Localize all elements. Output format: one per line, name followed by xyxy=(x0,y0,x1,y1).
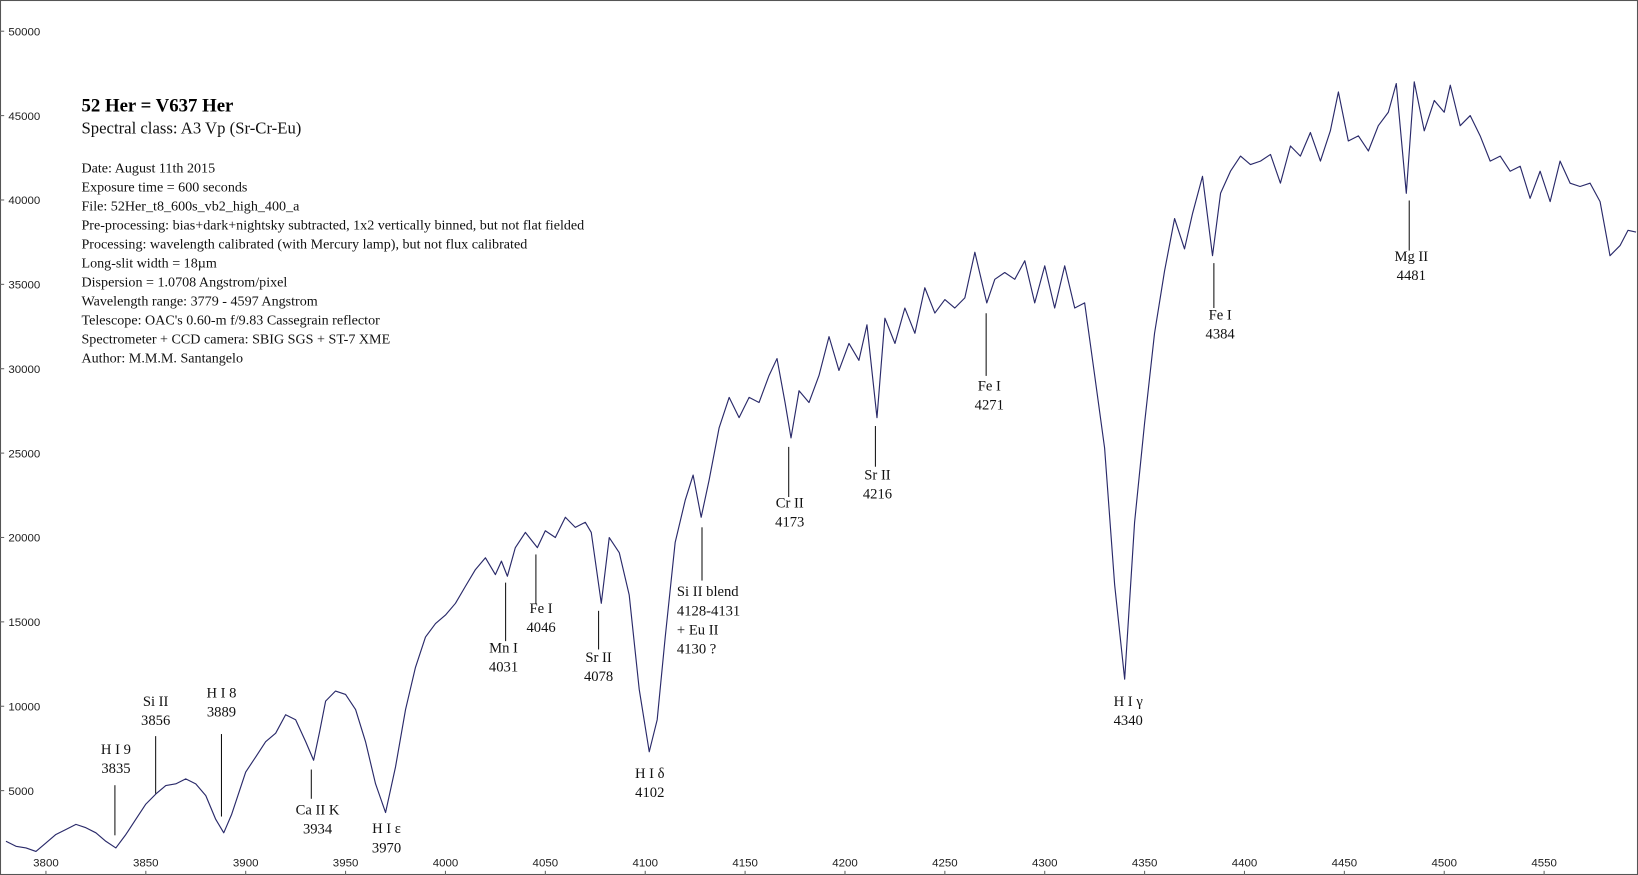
x-tick-label: 4050 xyxy=(533,858,559,870)
y-tick-label: 45000 xyxy=(8,111,40,123)
y-tick-label: 40000 xyxy=(8,195,40,207)
annotation-text: Fe I xyxy=(530,601,553,617)
x-tick-label: 4100 xyxy=(632,858,658,870)
annotation-text: 4128-4131 xyxy=(677,603,740,619)
annotation-text: Si II xyxy=(143,694,169,710)
annotation-text: Mg II xyxy=(1394,249,1428,265)
info-line: Spectrometer + CCD camera: SBIG SGS + ST… xyxy=(81,331,390,347)
annotation-text: Fe I xyxy=(1209,308,1232,324)
annotation-text: 4271 xyxy=(975,398,1004,414)
x-tick-label: 4500 xyxy=(1431,858,1457,870)
annotation-text: 3856 xyxy=(141,713,170,729)
y-tick-label: 15000 xyxy=(8,617,40,629)
y-tick-label: 10000 xyxy=(8,701,40,713)
annotation-text: H I γ xyxy=(1114,694,1144,710)
y-tick-label: 5000 xyxy=(8,786,34,798)
annotation-text: 4340 xyxy=(1114,713,1143,729)
annotation-text: Fe I xyxy=(978,379,1001,395)
annotation-text: H I 9 xyxy=(101,742,131,758)
y-tick-label: 30000 xyxy=(8,364,40,376)
x-tick-label: 4200 xyxy=(832,858,858,870)
y-tick-label: 25000 xyxy=(8,448,40,460)
annotation-text: Mn I xyxy=(489,641,518,657)
annotation-text: 4216 xyxy=(863,486,892,502)
y-tick-label: 20000 xyxy=(8,533,40,545)
x-tick-label: 4550 xyxy=(1531,858,1557,870)
x-tick-label: 3900 xyxy=(233,858,259,870)
annotation-text: 4031 xyxy=(489,660,518,676)
info-line: Telescope: OAC's 0.60-m f/9.83 Cassegrai… xyxy=(81,312,380,328)
annotation-text: H I δ xyxy=(635,766,665,782)
annotation-text: 3970 xyxy=(372,840,401,856)
annotation-text: H I 8 xyxy=(206,685,236,701)
chart-title: 52 Her = V637 Her xyxy=(81,96,233,117)
spectrum-line xyxy=(5,81,1637,852)
chart-subtitle: Spectral class: A3 Vp (Sr-Cr-Eu) xyxy=(81,119,301,138)
info-line: Date: August 11th 2015 xyxy=(81,160,215,176)
x-tick-label: 4400 xyxy=(1232,858,1258,870)
annotation-text: Sr II xyxy=(585,650,612,666)
x-tick-label: 4150 xyxy=(732,858,758,870)
info-line: Long-slit width = 18µm xyxy=(81,255,216,271)
annotation-text: 4384 xyxy=(1206,327,1236,343)
annotation-text: 4102 xyxy=(635,785,664,801)
x-tick-label: 4250 xyxy=(932,858,958,870)
info-line: Exposure time = 600 seconds xyxy=(81,179,247,195)
annotation-text: Sr II xyxy=(864,467,891,483)
info-line: Wavelength range: 3779 - 4597 Angstrom xyxy=(81,293,317,309)
annotation-text: 4481 xyxy=(1397,268,1426,284)
annotation-text: 3835 xyxy=(101,761,130,777)
info-line: Dispersion = 1.0708 Angstrom/pixel xyxy=(81,274,287,290)
annotation-text: 4046 xyxy=(527,620,556,636)
y-tick-label: 50000 xyxy=(8,26,40,38)
annotation-text: 4173 xyxy=(775,515,804,531)
annotation-text: 4078 xyxy=(584,669,613,685)
annotation-text: 3889 xyxy=(207,705,236,721)
y-tick-label: 35000 xyxy=(8,280,40,292)
x-tick-label: 3950 xyxy=(333,858,359,870)
x-tick-label: 4300 xyxy=(1032,858,1058,870)
info-line: File: 52Her_t8_600s_vb2_high_400_a xyxy=(81,198,300,214)
x-tick-label: 3800 xyxy=(33,858,59,870)
info-line: Author: M.M.M. Santangelo xyxy=(81,350,243,366)
x-tick-label: 4000 xyxy=(433,858,459,870)
annotation-text: 4130 ? xyxy=(677,642,716,658)
annotation-text: 3934 xyxy=(303,822,333,838)
annotation-text: Cr II xyxy=(776,495,804,511)
annotation-text: H I ε xyxy=(372,821,401,837)
annotation-text: Ca II K xyxy=(296,802,340,818)
annotation-text: Si II blend xyxy=(677,584,739,600)
annotation-text: + Eu II xyxy=(677,622,719,638)
x-tick-label: 4350 xyxy=(1132,858,1158,870)
info-line: Processing: wavelength calibrated (with … xyxy=(81,236,527,252)
x-tick-label: 4450 xyxy=(1332,858,1358,870)
info-line: Pre-processing: bias+dark+nightsky subtr… xyxy=(81,217,584,233)
x-tick-label: 3850 xyxy=(133,858,159,870)
